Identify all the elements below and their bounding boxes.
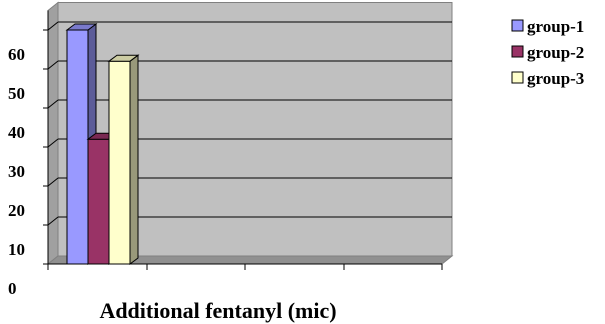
y-tick-label: 50 <box>8 84 25 103</box>
y-tick-label: 30 <box>8 162 25 181</box>
bar-front-group-2 <box>87 138 110 265</box>
y-tick-label: 0 <box>8 279 17 298</box>
gridline-side <box>47 216 59 226</box>
bar-front-group-1 <box>66 29 89 265</box>
legend-label-group-3: group-3 <box>527 69 584 88</box>
legend-swatch-group-2 <box>511 45 524 58</box>
bar-top-group-3 <box>107 54 140 62</box>
gridline-side <box>47 21 59 31</box>
legend-swatch-group-1 <box>511 19 524 32</box>
legend: group-1 group-2 group-3 <box>505 1 604 101</box>
legend-label-group-2: group-2 <box>527 43 584 62</box>
axes-group <box>43 10 443 270</box>
y-tick-label: 40 <box>8 123 25 142</box>
y-tick-label: 10 <box>8 240 25 259</box>
gridline-side <box>47 138 59 148</box>
plot-side-wall <box>47 1 59 266</box>
bar-group-3 <box>107 54 140 265</box>
gridline-side <box>47 60 59 70</box>
legend-swatch-group-3 <box>511 71 524 84</box>
gridline-side <box>47 177 59 187</box>
bars-group <box>65 23 140 265</box>
bar-side-group-3 <box>129 54 139 265</box>
legend-label-group-1: group-1 <box>527 17 584 36</box>
y-tick-label: 20 <box>8 201 25 220</box>
bar-top-group-1 <box>65 23 98 31</box>
gridline-side <box>47 99 59 109</box>
x-axis-label: Additional fentanyl (mic) <box>99 298 336 323</box>
y-tick-label: 60 <box>8 45 25 64</box>
y-tick-labels: 0 10 20 30 40 50 60 <box>8 45 25 298</box>
bar-front-group-3 <box>108 60 131 265</box>
